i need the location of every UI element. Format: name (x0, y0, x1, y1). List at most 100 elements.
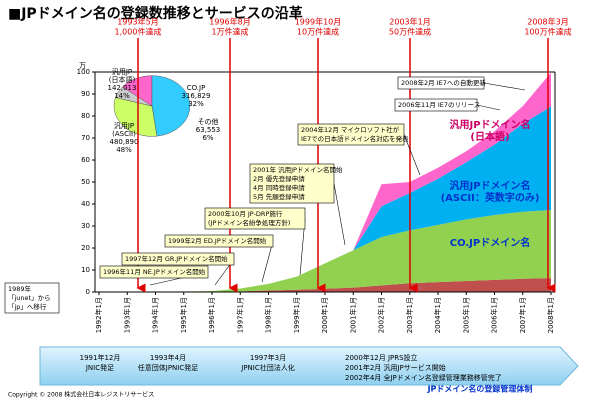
callout-text: 2月 優先登録申請 (253, 174, 305, 183)
pie-label: その他 (198, 117, 219, 126)
milestone-label: 2003年1月 (389, 17, 430, 27)
pie-label: CO.JP (187, 84, 206, 92)
callout-text: 2008年2月 IE7への自動更新 (401, 78, 486, 87)
y-tick-label: 40 (81, 200, 90, 208)
footer: Copyright © 2008 株式会社日本レジストリサービス (8, 391, 154, 399)
series-label: 汎用JPドメイン名 (449, 118, 530, 131)
callout-text: IE7での日本語ドメイン名対応を発表 (301, 134, 409, 143)
timeline-text: JPNIC社団法人化 (240, 363, 294, 372)
pie-slice (115, 86, 153, 107)
callout-box (204, 207, 306, 230)
milestone-label: 10万件達成 (297, 27, 339, 37)
y-tick-label: 20 (81, 244, 90, 252)
callout-leader (333, 183, 346, 246)
y-tick-label: 80 (81, 112, 90, 120)
pie-label: (ASCII) (112, 130, 136, 138)
y-tick-label: 0 (86, 288, 90, 296)
series-label: 汎用JPドメイン名 (449, 179, 530, 192)
pie-percent: 48% (116, 146, 132, 154)
callout-text: 1997年12月 GR.JPドメイン名開始 (125, 254, 228, 263)
y-tick-label: 100 (77, 68, 90, 76)
pie-value: 63,553 (196, 126, 221, 134)
milestone-label: 100万件達成 (524, 27, 571, 37)
series-sublabel: (日本語) (470, 130, 509, 143)
timeline-text: JNIC発足 (85, 363, 114, 372)
milestone-label: 1999年10月 (295, 17, 342, 27)
timeline-text: 2002年4月 全JPドメイン名登録管理業務移管完了 (345, 373, 502, 382)
callout-text: 5月 先願登録申請 (253, 192, 305, 201)
callout-text: 2001年 汎用JPドメイン名開始 (253, 165, 343, 174)
x-tick-label: 2000年1月 (320, 297, 329, 333)
callout-box (121, 252, 235, 266)
callout-text: 2006年11月 IE7のリリース (398, 100, 480, 109)
callout-box (397, 76, 485, 90)
series-label: CO.JPドメイン名 (450, 236, 530, 249)
callout-box (297, 123, 405, 146)
series-sublabel: (ASCII：英数字のみ) (441, 191, 540, 204)
x-tick-label: 1994年1月 (151, 297, 160, 333)
callout-text: 「junet」から (8, 294, 51, 302)
callout-box (249, 163, 335, 204)
area (99, 106, 551, 292)
callout-text: 2000年10月 JP-DRP施行 (208, 209, 283, 218)
x-tick-label: 1993年1月 (122, 297, 131, 333)
milestone-label: 1996年8月 (209, 17, 250, 27)
x-tick-label: 2008年1月 (546, 297, 555, 333)
pie-value: 316,829 (182, 92, 211, 100)
callout-text: (JPドメイン名紛争処理方針) (208, 218, 290, 227)
milestone-label: 1万件達成 (211, 27, 248, 37)
x-tick-label: 1996年1月 (207, 297, 216, 333)
pie-label: 汎用JP (112, 67, 132, 76)
x-tick-label: 2006年1月 (490, 297, 499, 333)
pie-label: (日本語) (109, 75, 136, 84)
y-tick-label: 90 (81, 90, 90, 98)
y-unit: 万 (79, 62, 86, 70)
callout-leader (261, 240, 274, 283)
timeline-arrow (39, 346, 579, 386)
page-title: ■JPドメイン名の登録数推移とサービスの沿革 (8, 5, 303, 22)
y-tick-label: 50 (81, 178, 90, 186)
milestone-label: 50万件達成 (389, 27, 431, 37)
pie-value: 142,013 (108, 84, 137, 92)
callout-text: 4月 同時登録申請 (253, 183, 305, 192)
x-tick-label: 2003年1月 (405, 297, 414, 333)
timeline-text: 1991年12月 (80, 353, 121, 362)
pie-value: 480,890 (110, 138, 139, 146)
x-tick-label: 2001年1月 (348, 297, 357, 333)
pie-slice (113, 97, 158, 137)
callout-box (394, 98, 478, 112)
x-tick-label: 1999年1月 (292, 297, 301, 333)
y-tick-label: 30 (81, 222, 90, 230)
x-tick-label: 2004年1月 (433, 297, 442, 333)
pie-label: 汎用JP (114, 121, 134, 130)
milestone-label: 1993年5月 (117, 17, 158, 27)
callout-box (99, 265, 209, 279)
callout-box (164, 234, 274, 248)
timeline-text: 任意団体JPNIC発足 (138, 363, 198, 372)
callout-leader (476, 104, 501, 111)
x-tick-label: 1992年1月 (94, 297, 103, 333)
timeline-text: 1993年4月 (150, 353, 186, 362)
callout-text: 1989年 (8, 284, 32, 293)
callout-text: 1996年11月 NE.JPドメイン名開始 (103, 267, 206, 276)
x-tick-label: 2005年1月 (461, 297, 470, 333)
callout-leader (403, 134, 421, 176)
pie-percent: 14% (114, 92, 130, 100)
x-tick-label: 1997年1月 (235, 297, 244, 333)
callout-text: 2004年12月 マイクロソフト社が (301, 125, 400, 134)
timeline-label: JPドメイン名の登録管理体制 (427, 384, 533, 394)
callout-leader (483, 82, 526, 91)
x-tick-label: 1995年1月 (179, 297, 188, 333)
x-tick-label: 2002年1月 (377, 297, 386, 333)
callout-text: 「jp」へ移行 (8, 302, 47, 311)
pie-slice (151, 75, 191, 137)
x-tick-label: 2007年1月 (518, 297, 527, 333)
y-tick-label: 60 (81, 156, 90, 164)
y-tick-label: 10 (81, 266, 90, 274)
pie-percent: 6% (202, 134, 213, 142)
milestone-label: 1,000件達成 (115, 27, 162, 37)
x-tick-label: 1998年1月 (264, 297, 273, 333)
pie-percent: 32% (188, 100, 204, 108)
area (99, 209, 551, 292)
